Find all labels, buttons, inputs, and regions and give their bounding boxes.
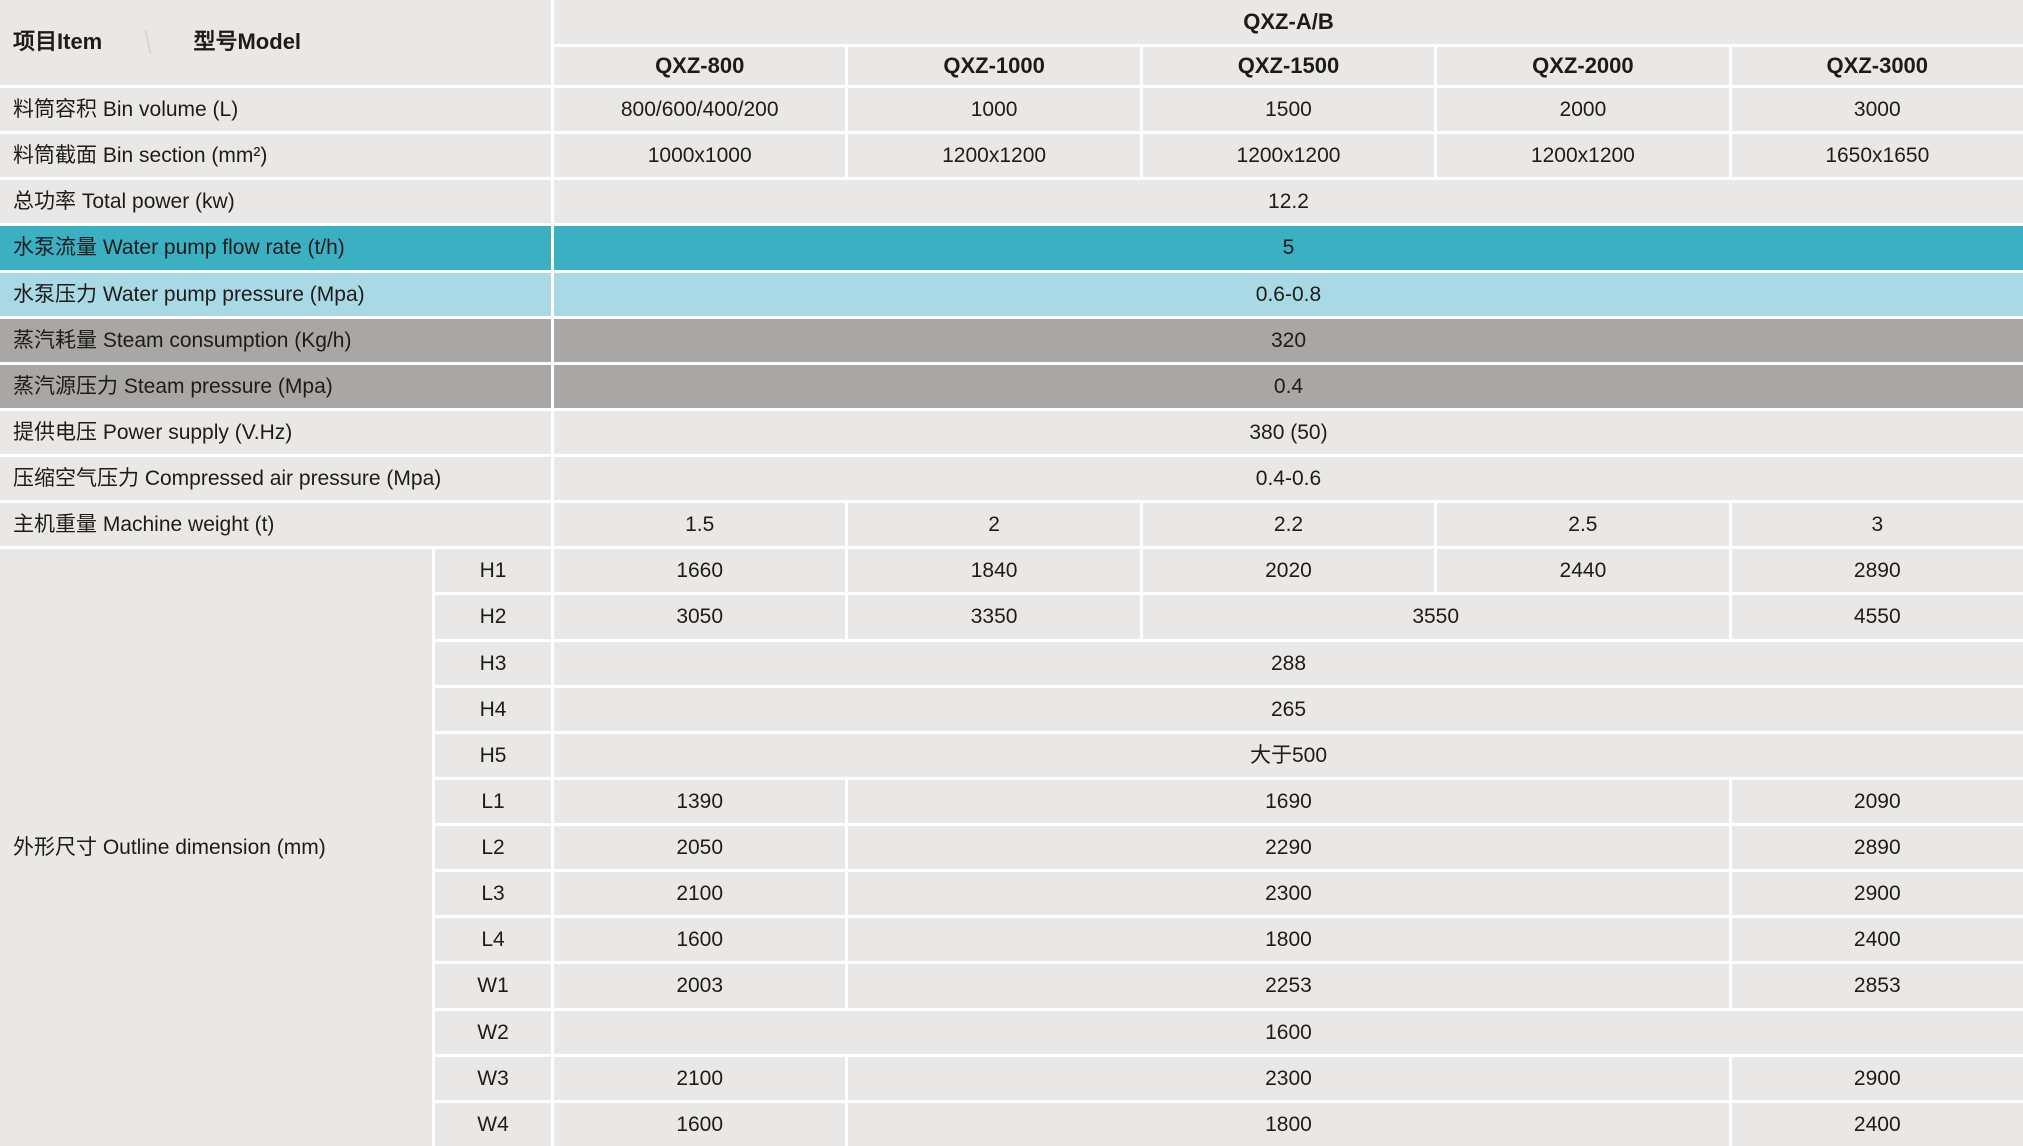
bin-volume-qxz-2000: 2000 bbox=[1437, 88, 1729, 132]
compressed-air-value: 0.4-0.6 bbox=[554, 457, 2023, 501]
dim-sublabel-h4: H4 bbox=[435, 687, 551, 731]
row-label-compressed-air: 压缩空气压力 Compressed air pressure (Mpa) bbox=[0, 457, 551, 501]
dim-h1-qxz-3000: 2890 bbox=[1731, 549, 2023, 593]
column-header-qxz-2000: QXZ-2000 bbox=[1437, 47, 1729, 85]
dim-sublabel-h2: H2 bbox=[435, 595, 551, 639]
dim-sublabel-w2: W2 bbox=[435, 1010, 551, 1054]
steam-pressure-value: 0.4 bbox=[554, 364, 2023, 408]
dim-w4-qxz-800: 1600 bbox=[554, 1102, 846, 1146]
bin-section-qxz-2000: 1200x1200 bbox=[1437, 134, 1729, 178]
dim-l4-qxz-3000: 2400 bbox=[1731, 918, 2023, 962]
dim-h1-qxz-800: 1660 bbox=[554, 549, 846, 593]
row-label-power-supply: 提供电压 Power supply (V.Hz) bbox=[0, 410, 551, 455]
corner-header: 项目Item \ 型号Model bbox=[0, 0, 551, 85]
bin-volume-qxz-3000: 3000 bbox=[1731, 88, 2023, 132]
dim-h5-all-models: 大于500 bbox=[554, 733, 2023, 777]
dim-h2-qxz-1500-2000: 3550 bbox=[1142, 595, 1729, 639]
dim-l4-qxz-1000-2000: 1800 bbox=[848, 918, 1729, 962]
dim-sublabel-w3: W3 bbox=[435, 1056, 551, 1100]
dim-l2-qxz-1000-2000: 2290 bbox=[848, 826, 1729, 870]
dim-w1-qxz-3000: 2853 bbox=[1731, 964, 2023, 1008]
dim-l3-qxz-1000-2000: 2300 bbox=[848, 872, 1729, 916]
row-label-pump-pressure: 水泵压力 Water pump pressure (Mpa) bbox=[0, 272, 551, 316]
dim-sublabel-h3: H3 bbox=[435, 641, 551, 685]
item-header-label: 项目Item bbox=[13, 29, 103, 55]
dim-sublabel-l4: L4 bbox=[435, 918, 551, 962]
column-header-qxz-1000: QXZ-1000 bbox=[848, 47, 1140, 85]
dim-sublabel-h5: H5 bbox=[435, 733, 551, 777]
dim-h2-qxz-3000: 4550 bbox=[1731, 595, 2023, 639]
dim-w2-all-models: 1600 bbox=[554, 1010, 2023, 1054]
bin-section-qxz-1000: 1200x1200 bbox=[848, 134, 1140, 178]
dim-h2-qxz-800: 3050 bbox=[554, 595, 846, 639]
dim-sublabel-w4: W4 bbox=[435, 1102, 551, 1146]
dim-l2-qxz-800: 2050 bbox=[554, 826, 846, 870]
dim-h2-qxz-1000: 3350 bbox=[848, 595, 1140, 639]
machine-weight-qxz-1000: 2 bbox=[848, 503, 1140, 547]
dim-h1-qxz-1000: 1840 bbox=[848, 549, 1140, 593]
machine-weight-qxz-1500: 2.2 bbox=[1142, 503, 1435, 547]
bin-volume-qxz-1500: 1500 bbox=[1142, 88, 1435, 132]
dim-l1-qxz-800: 1390 bbox=[554, 779, 846, 824]
row-label-bin-volume: 料筒容积 Bin volume (L) bbox=[0, 88, 551, 132]
dim-sublabel-l3: L3 bbox=[435, 872, 551, 916]
series-header: QXZ-A/B bbox=[554, 0, 2023, 44]
power-supply-value: 380 (50) bbox=[554, 410, 2023, 455]
column-header-qxz-1500: QXZ-1500 bbox=[1142, 47, 1435, 85]
dim-w4-qxz-3000: 2400 bbox=[1731, 1102, 2023, 1146]
row-label-pump-flow-rate: 水泵流量 Water pump flow rate (t/h) bbox=[0, 226, 551, 270]
bin-section-qxz-800: 1000x1000 bbox=[554, 134, 846, 178]
row-label-machine-weight: 主机重量 Machine weight (t) bbox=[0, 503, 551, 547]
dim-sublabel-l2: L2 bbox=[435, 826, 551, 870]
dim-sublabel-w1: W1 bbox=[435, 964, 551, 1008]
dim-l4-qxz-800: 1600 bbox=[554, 918, 846, 962]
pump-pressure-value: 0.6-0.8 bbox=[554, 272, 2023, 316]
dim-h1-qxz-2000: 2440 bbox=[1437, 549, 1729, 593]
steam-consumption-value: 320 bbox=[554, 318, 2023, 362]
dim-l1-qxz-3000: 2090 bbox=[1731, 779, 2023, 824]
machine-weight-qxz-2000: 2.5 bbox=[1437, 503, 1729, 547]
dim-w3-qxz-1000-2000: 2300 bbox=[848, 1056, 1729, 1100]
dim-sublabel-l1: L1 bbox=[435, 779, 551, 824]
dim-l2-qxz-3000: 2890 bbox=[1731, 826, 2023, 870]
total-power-value: 12.2 bbox=[554, 180, 2023, 224]
dim-h4-all-models: 265 bbox=[554, 687, 2023, 731]
dim-l1-qxz-1000-2000: 1690 bbox=[848, 779, 1729, 824]
machine-weight-qxz-3000: 3 bbox=[1731, 503, 2023, 547]
row-label-steam-consumption: 蒸汽耗量 Steam consumption (Kg/h) bbox=[0, 318, 551, 362]
dim-w3-qxz-800: 2100 bbox=[554, 1056, 846, 1100]
dim-l3-qxz-800: 2100 bbox=[554, 872, 846, 916]
bin-volume-qxz-800: 800/600/400/200 bbox=[554, 88, 846, 132]
bin-section-qxz-3000: 1650x1650 bbox=[1731, 134, 2023, 178]
model-header-label: 型号Model bbox=[193, 29, 302, 55]
row-label-steam-pressure: 蒸汽源压力 Steam pressure (Mpa) bbox=[0, 364, 551, 408]
pump-flow-rate-value: 5 bbox=[554, 226, 2023, 270]
row-label-bin-section: 料筒截面 Bin section (mm²) bbox=[0, 134, 551, 178]
dim-l3-qxz-3000: 2900 bbox=[1731, 872, 2023, 916]
dim-sublabel-h1: H1 bbox=[435, 549, 551, 593]
bin-volume-qxz-1000: 1000 bbox=[848, 88, 1140, 132]
dim-w3-qxz-3000: 2900 bbox=[1731, 1056, 2023, 1100]
machine-weight-qxz-800: 1.5 bbox=[554, 503, 846, 547]
row-label-outline-dimension: 外形尺寸 Outline dimension (mm) bbox=[0, 549, 432, 1146]
diagonal-separator: \ bbox=[144, 23, 152, 61]
column-header-qxz-800: QXZ-800 bbox=[554, 47, 846, 85]
column-header-qxz-3000: QXZ-3000 bbox=[1731, 47, 2023, 85]
bin-section-qxz-1500: 1200x1200 bbox=[1142, 134, 1435, 178]
dim-w1-qxz-1000-2000: 2253 bbox=[848, 964, 1729, 1008]
dim-w1-qxz-800: 2003 bbox=[554, 964, 846, 1008]
row-label-total-power: 总功率 Total power (kw) bbox=[0, 180, 551, 224]
dim-h1-qxz-1500: 2020 bbox=[1142, 549, 1435, 593]
dim-h3-all-models: 288 bbox=[554, 641, 2023, 685]
dim-w4-qxz-1000-2000: 1800 bbox=[848, 1102, 1729, 1146]
